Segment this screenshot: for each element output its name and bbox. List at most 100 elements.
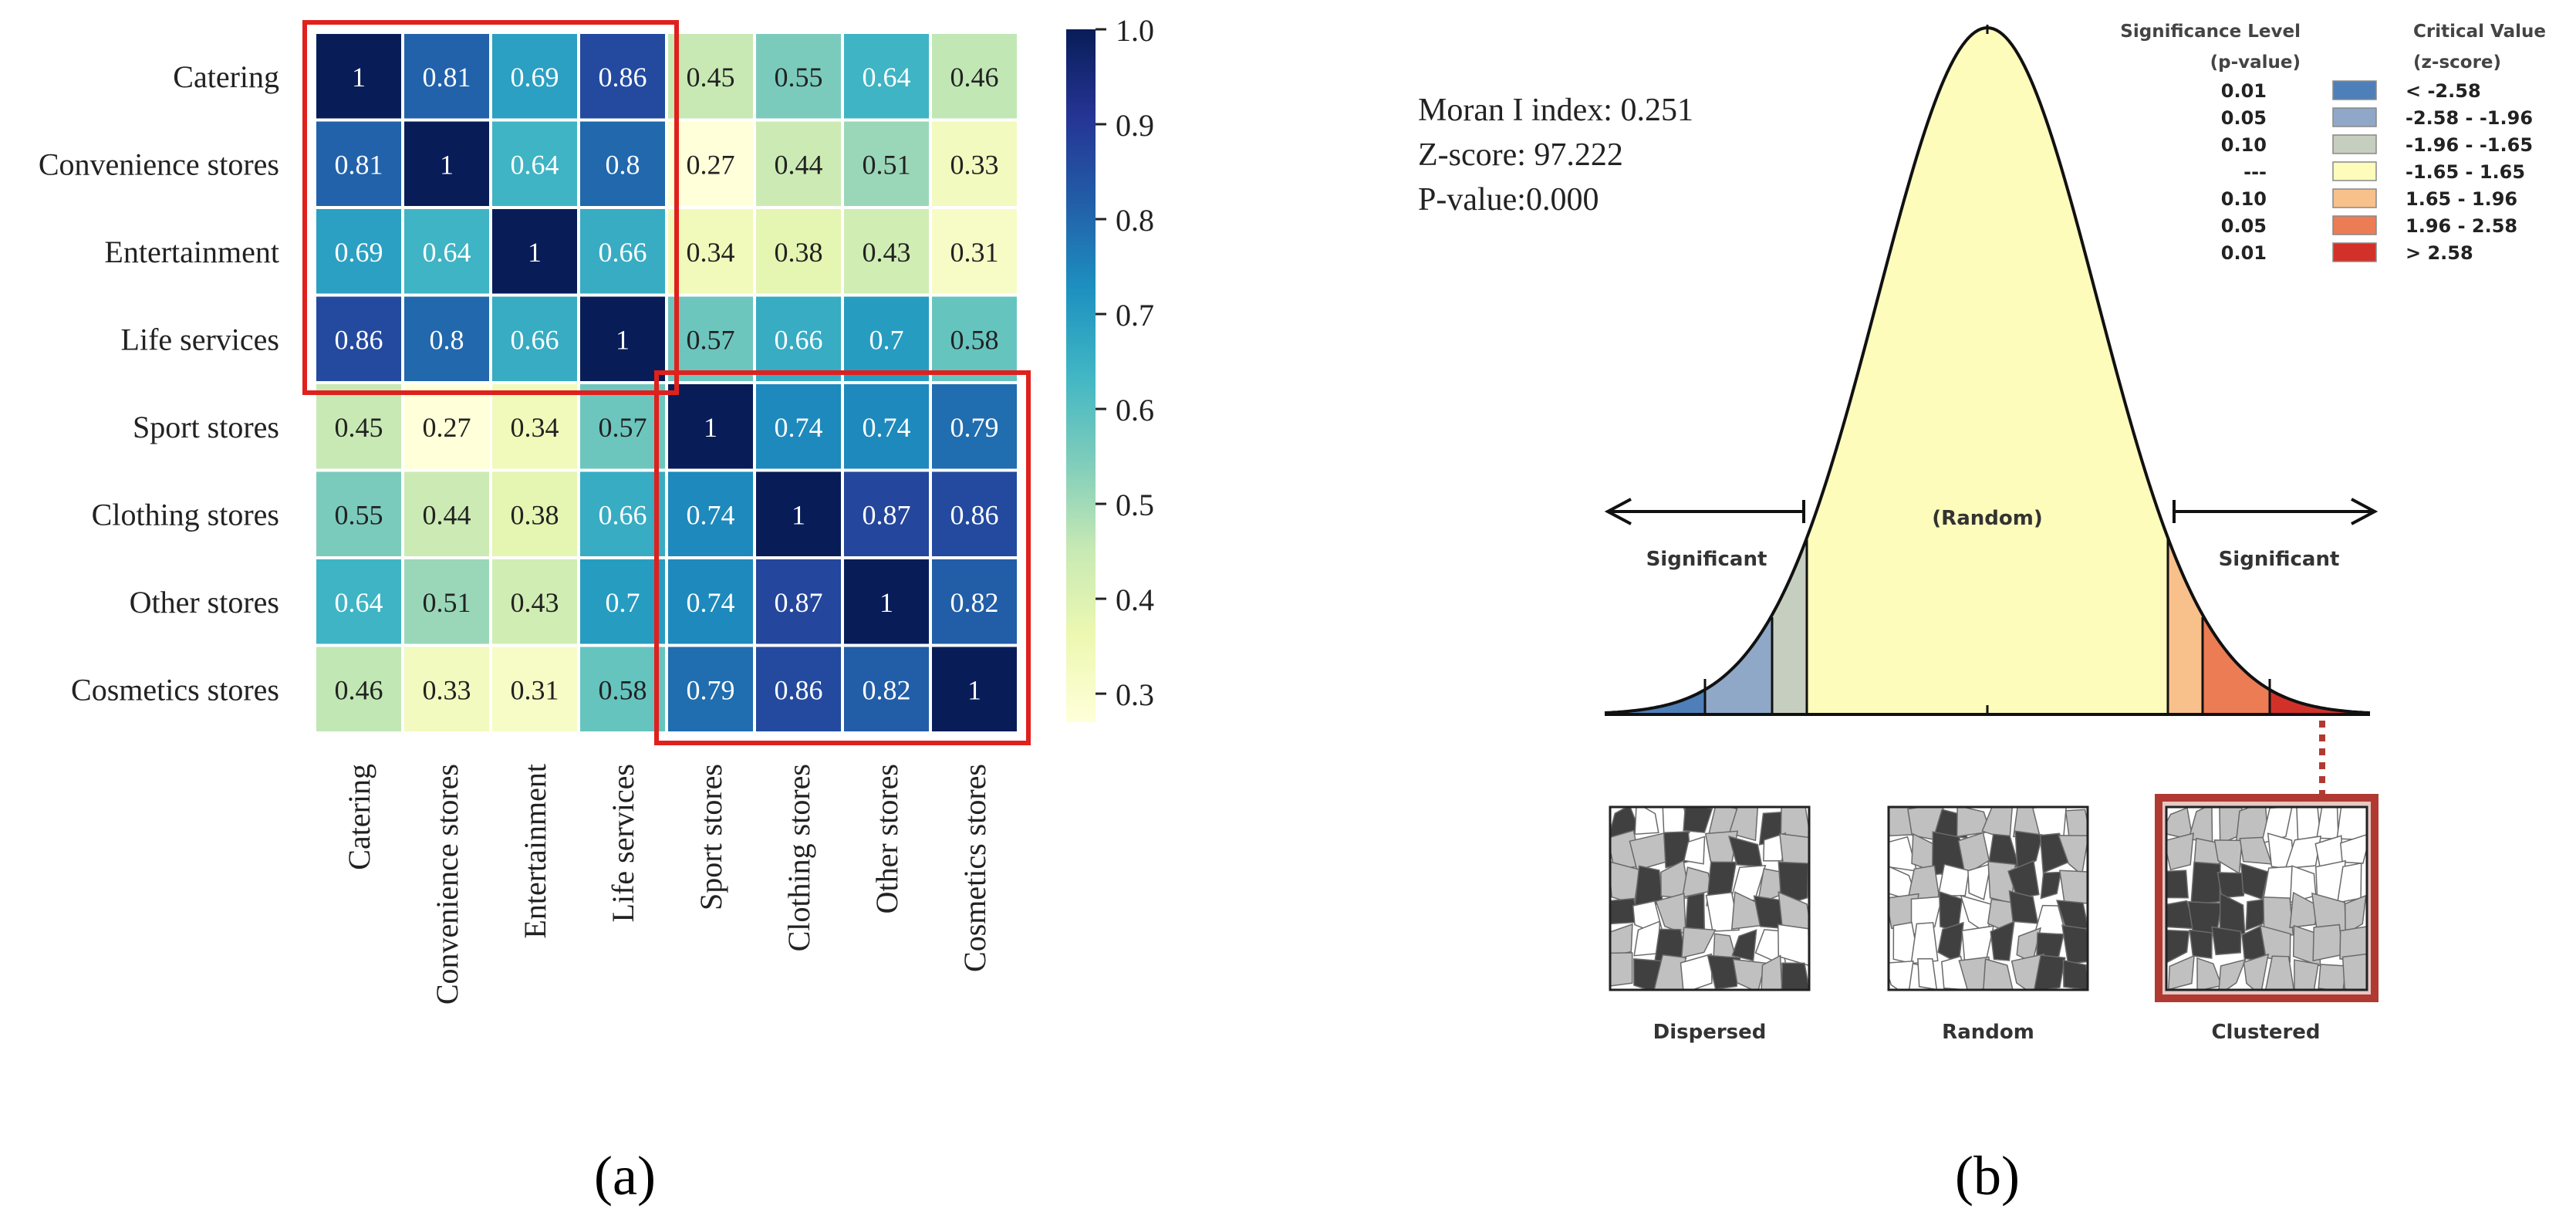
heatmap-cell-r4-c3: [577, 381, 668, 472]
heatmap-cell-r6-c0: [313, 556, 404, 647]
heatmap-cell-label: 0.34: [687, 237, 735, 268]
heatmap-cell-label: 1: [616, 324, 630, 355]
map-region: [2243, 953, 2270, 990]
row-label: Other stores: [130, 585, 279, 620]
column-label: Convenience stores: [430, 764, 464, 1005]
legend-header-z-1: Critical Value: [2413, 22, 2546, 42]
heatmap-cell-label: 0.58: [950, 324, 999, 355]
row-label: Clothing stores: [92, 497, 279, 532]
heatmap-cell-label: 0.55: [335, 499, 383, 530]
heatmap-cell-r5-c1: [401, 468, 492, 559]
legend-swatch: [2332, 188, 2377, 208]
map-region: [1967, 863, 1992, 900]
heatmap-cell-label: 0.74: [687, 587, 735, 618]
column-label: Life services: [606, 764, 640, 922]
colorbar-tick-label: 1.0: [1116, 13, 1154, 48]
colorbar-tick-label: 0.9: [1116, 108, 1154, 143]
heatmap-cell-r2-c6: [841, 206, 932, 297]
map-region: [1778, 891, 1809, 936]
map-region: [2339, 833, 2367, 864]
heatmap-cell-label: 0.34: [511, 412, 559, 443]
heatmap-cell-r2-c4: [665, 206, 756, 297]
right-significant-label: Significant: [2219, 548, 2340, 571]
heatmap-cell-r1-c3: [577, 118, 668, 209]
heatmap-cell-label: 0.69: [511, 62, 559, 93]
legend-p-value: 0.01: [2221, 80, 2267, 102]
legend-header-z-2: (z-score): [2413, 52, 2501, 73]
heatmap-cell-label: 0.64: [423, 237, 471, 268]
legend-p-value: ---: [2243, 161, 2267, 183]
heatmap-cell-r7-c3: [577, 643, 668, 734]
heatmap-cell-label: 0.86: [775, 674, 823, 705]
map-region: [1634, 807, 1659, 836]
map-frame: [1609, 805, 1811, 991]
legend-z-range: -1.65 - 1.65: [2406, 161, 2525, 183]
right-significant-arrow: [2173, 498, 2378, 525]
heatmap-cell-label: 0.69: [335, 237, 383, 268]
random-label: (Random): [1932, 507, 2042, 530]
heatmap-cell-r7-c2: [489, 643, 580, 734]
legend-z-range: -2.58 - -1.96: [2406, 107, 2533, 129]
heatmap-cell-label: 1: [879, 587, 893, 618]
map-region: [2264, 955, 2295, 990]
heatmap-cells: 1 0.81 0.69 0.86 0.45 0.55 0.64 0.460.81 1 0.64 0.…: [313, 31, 1020, 734]
heatmap-panel: 1 0.81 0.69 0.86 0.45 0.55 0.64 0.460.81 1 0.64 0.…: [39, 13, 1154, 1207]
heatmap-cell-label: 0.82: [863, 674, 911, 705]
heatmap-cell-r7-c7: [929, 643, 1020, 734]
map-region: [2007, 859, 2040, 900]
heatmap-cell-r5-c7: [929, 468, 1020, 559]
heatmap-cell-label: 0.82: [950, 587, 999, 618]
map-region: [2166, 870, 2189, 899]
legend-swatch: [2332, 134, 2377, 154]
map-region: [2062, 959, 2088, 990]
heatmap-cell-r3-c2: [489, 293, 580, 384]
row-label: Cosmetics stores: [71, 672, 279, 707]
heatmap-cell-label: 0.66: [775, 324, 823, 355]
map-region: [1781, 962, 1809, 990]
band-1.96-1.65: [1772, 28, 1807, 714]
row-label: Catering: [173, 59, 279, 94]
map-region: [2168, 954, 2195, 990]
map-region: [2166, 832, 2194, 871]
stat-z-score: Z-score: 97.222: [1418, 137, 1623, 173]
heatmap-cell-label: 0.64: [511, 149, 559, 180]
map-region: [2341, 953, 2367, 990]
map-region: [2056, 900, 2088, 937]
heatmap-cell-label: 0.64: [335, 587, 383, 618]
heatmap-cell-label: 0.43: [511, 587, 559, 618]
legend-z-range: > 2.58: [2406, 242, 2473, 264]
heatmap-cell-r2-c3: [577, 206, 668, 297]
heatmap-cell-label: 0.74: [863, 412, 911, 443]
heatmap-cell-label: 0.57: [599, 412, 647, 443]
legend-z-range: < -2.58: [2406, 80, 2481, 102]
heatmap-cell-r1-c5: [753, 118, 844, 209]
heatmap-cell-label: 0.58: [599, 674, 647, 705]
map-region: [2166, 929, 2190, 964]
heatmap-cell-label: 0.8: [606, 149, 640, 180]
map-region: [1610, 952, 1633, 987]
heatmap-cell-label: 0.33: [423, 674, 471, 705]
heatmap-cell-label: 0.38: [775, 237, 823, 268]
heatmap-cell-label: 0.86: [599, 62, 647, 93]
map-region: [1680, 953, 1713, 990]
heatmap-cell-label: 0.44: [775, 149, 823, 180]
legend-swatch: [2332, 215, 2377, 235]
map-region: [2312, 924, 2344, 962]
legend-p-value: 0.10: [2221, 188, 2267, 210]
map-frame: [2165, 805, 2368, 991]
heatmap-cell-label: 0.31: [950, 237, 999, 268]
map-region: [2216, 872, 2248, 899]
legend-p-value: 0.05: [2221, 215, 2267, 237]
heatmap-cell-label: 1: [440, 149, 454, 180]
heatmap-cell-label: 0.86: [335, 324, 383, 355]
map-region: [2059, 870, 2088, 904]
heatmap-cell-r6-c1: [401, 556, 492, 647]
heatmap-cell-label: 0.74: [687, 499, 735, 530]
heatmap-cell-label: 0.7: [606, 587, 640, 618]
map-region: [1707, 954, 1741, 990]
map-region: [2336, 807, 2367, 841]
heatmap-row-labels: Catering Convenience stores Entertainment L…: [39, 59, 279, 707]
band-dividers: [1703, 539, 2271, 714]
heatmap-cell-label: 1: [967, 674, 981, 705]
legend-p-value: 0.10: [2221, 134, 2267, 156]
